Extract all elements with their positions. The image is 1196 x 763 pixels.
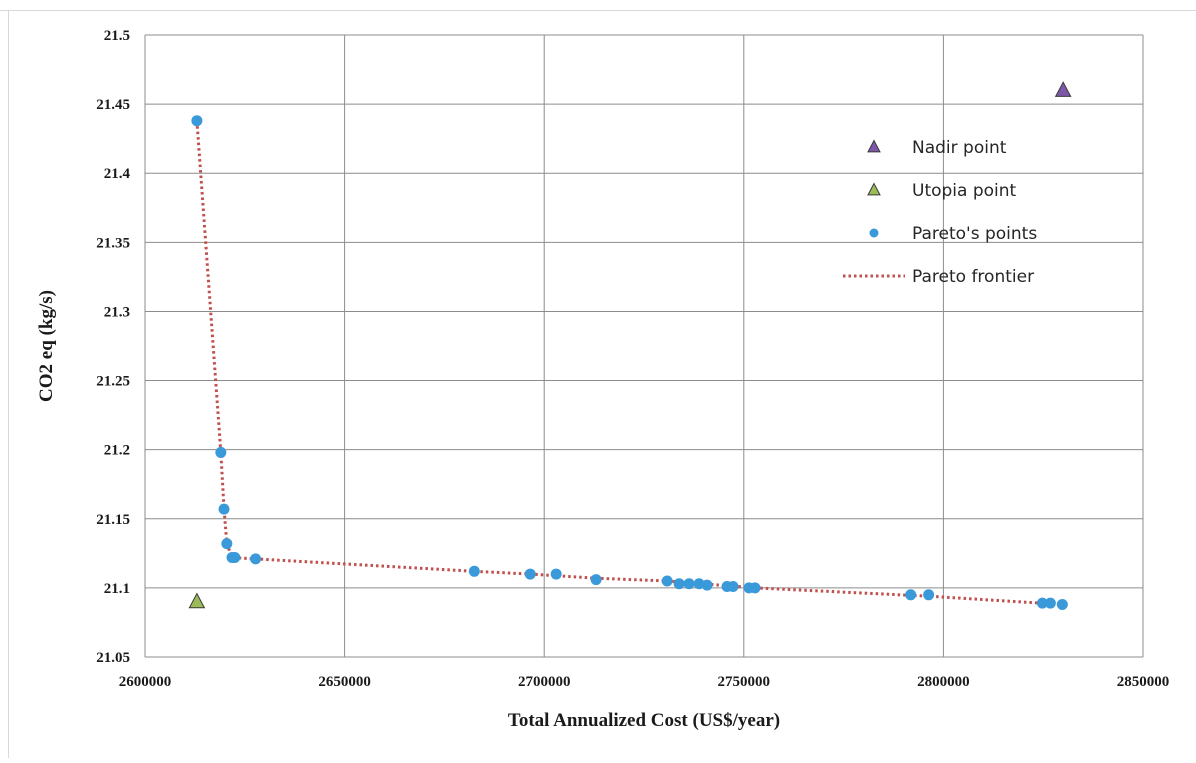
legend-label: Nadir point [912, 138, 1007, 158]
pareto-point [1056, 598, 1068, 610]
pareto-point [673, 578, 685, 590]
legend-triangle-icon [867, 182, 881, 196]
y-tick-label: 21.1 [104, 581, 130, 597]
pareto-point [229, 551, 241, 563]
pareto-point [590, 574, 602, 586]
legend-label: Utopia point [912, 181, 1017, 201]
nadir-pointmarker [1054, 81, 1072, 97]
y-tick-label: 21.05 [96, 650, 130, 666]
pareto-point [1036, 597, 1048, 609]
y-tick-label: 21.45 [96, 97, 130, 113]
grid-lines [144, 34, 1144, 658]
data-points [188, 81, 1072, 610]
y-tick-label: 21.3 [104, 304, 130, 320]
legend-circle-icon [869, 228, 879, 238]
x-tick-label: 2800000 [917, 674, 970, 690]
y-tick-label: 21.5 [104, 28, 130, 44]
pareto-point [905, 589, 917, 601]
pareto-point [683, 578, 695, 590]
x-tick-label: 2750000 [718, 674, 771, 690]
pareto-point [550, 568, 562, 580]
y-tick-label: 21.25 [96, 374, 130, 390]
y-tick-label: 21.35 [96, 235, 130, 251]
pareto-point [701, 579, 713, 591]
pareto-point [749, 582, 761, 594]
legend-triangle-icon [867, 139, 881, 153]
pareto-point [923, 589, 935, 601]
utopia-pointmarker [188, 592, 206, 609]
pareto-point [1044, 597, 1056, 609]
x-tick-label: 2850000 [1117, 674, 1170, 690]
x-tick-label: 2600000 [119, 674, 172, 690]
pareto-point [524, 568, 536, 580]
y-tick-label: 21.2 [104, 443, 130, 459]
pareto-point [661, 575, 673, 587]
pareto-point [250, 553, 262, 565]
x-tick-label: 2700000 [518, 674, 571, 690]
y-axis-title: CO2 eq (kg/s) [36, 290, 57, 402]
pareto-point [215, 446, 227, 458]
pareto-point [221, 538, 233, 550]
y-tick-label: 21.4 [104, 166, 131, 182]
legend-label: Pareto's points [912, 224, 1037, 244]
tick-labels: 2600000 2650000 2700000 2750000 2800000 28500… [96, 28, 1169, 690]
pareto-point [727, 581, 739, 593]
pareto-point [468, 565, 480, 577]
x-axis-title: Total Annualized Cost (US$/year) [508, 710, 780, 731]
legend: Nadir point Utopia point Pareto's points Pa… [843, 138, 1037, 287]
y-tick-label: 21.15 [96, 512, 130, 528]
legend-label: Pareto frontier [912, 267, 1034, 287]
pareto-point [191, 115, 203, 127]
pareto-point [218, 503, 230, 515]
frame-top-border [0, 10, 1196, 11]
x-tick-label: 2650000 [318, 674, 371, 690]
frame-left-border [8, 10, 9, 758]
